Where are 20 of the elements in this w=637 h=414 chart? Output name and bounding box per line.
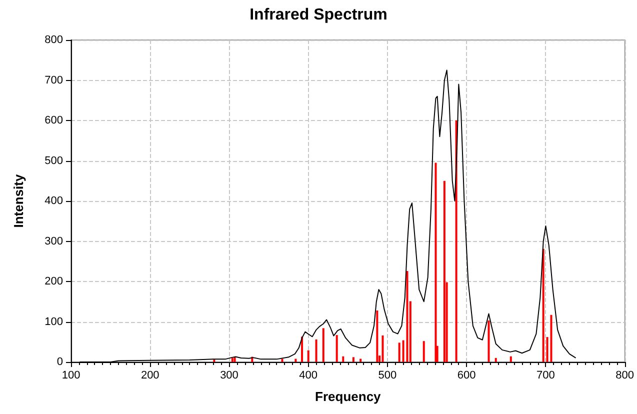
x-tick-label: 800 [616, 370, 634, 382]
y-tick-label: 700 [44, 74, 63, 86]
x-tick-label: 300 [220, 370, 238, 382]
x-tick-label: 200 [140, 370, 160, 382]
x-tick-label: 700 [536, 370, 555, 382]
y-tick-label: 100 [44, 316, 63, 328]
y-tick-label: 800 [44, 34, 63, 46]
y-tick-label: 200 [44, 276, 63, 288]
x-tick-label: 400 [299, 370, 318, 382]
x-tick-label: 600 [457, 370, 476, 382]
x-tick-label: 100 [62, 370, 80, 382]
y-tick-label: 600 [44, 114, 63, 126]
y-tick-label: 0 [56, 356, 63, 368]
y-tick-label: 300 [44, 235, 63, 248]
x-tick-label: 500 [378, 370, 397, 382]
x-axis-title: Frequency [315, 389, 382, 404]
y-axis-title: Intensity [11, 174, 26, 228]
y-tick-label: 500 [44, 154, 63, 167]
chart-title: Infrared Spectrum [250, 6, 388, 24]
y-tick-label: 400 [44, 195, 63, 207]
